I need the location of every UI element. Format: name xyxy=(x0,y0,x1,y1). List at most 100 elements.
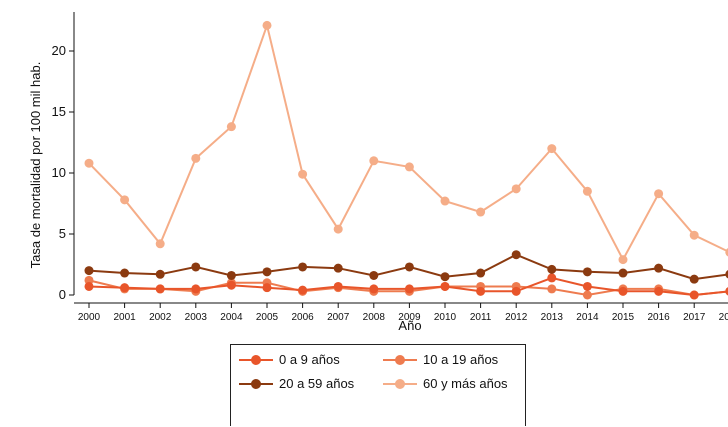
data-point xyxy=(262,267,272,277)
y-tick-label: 5 xyxy=(59,226,66,241)
data-point xyxy=(404,284,414,294)
x-tick-label: 2005 xyxy=(256,312,279,323)
x-tick-label: 2010 xyxy=(434,312,457,323)
data-point xyxy=(440,281,450,291)
data-point xyxy=(654,286,664,296)
x-tick-label: 2017 xyxy=(683,312,706,323)
data-point xyxy=(155,239,165,249)
data-point xyxy=(476,207,486,217)
data-point xyxy=(440,196,450,206)
data-point xyxy=(191,284,201,294)
data-point xyxy=(689,274,699,284)
series-line xyxy=(88,21,728,262)
data-point xyxy=(191,153,201,163)
y-axis: 0 5 10 15 20 xyxy=(52,12,75,302)
data-point xyxy=(191,262,201,272)
data-point xyxy=(547,284,557,294)
data-point xyxy=(547,144,557,154)
data-point xyxy=(333,281,343,291)
data-point xyxy=(654,189,664,199)
x-tick-label: 2008 xyxy=(363,312,386,323)
x-tick-label: 2003 xyxy=(185,312,208,323)
data-point xyxy=(262,283,272,293)
x-tick-label: 2007 xyxy=(327,312,350,323)
x-tick-label: 2015 xyxy=(612,312,635,323)
data-point xyxy=(476,286,486,296)
data-point xyxy=(582,281,592,291)
x-tick-label: 2002 xyxy=(149,312,172,323)
data-point xyxy=(654,263,664,273)
data-point xyxy=(582,267,592,277)
data-point xyxy=(120,268,130,278)
y-axis-title: Tasa de mortalidad por 100 mil hab. xyxy=(28,62,43,269)
data-point xyxy=(511,184,521,194)
data-point xyxy=(84,281,94,291)
legend-item: 10 a 19 años xyxy=(383,352,498,367)
data-point xyxy=(725,270,728,279)
legend-label: 0 a 9 años xyxy=(279,352,340,367)
x-tick-label: 2018 xyxy=(719,312,728,323)
data-point xyxy=(582,186,592,196)
legend-label: 60 y más años xyxy=(423,376,508,391)
y-tick-label: 10 xyxy=(52,165,66,180)
data-point xyxy=(298,285,308,295)
x-tick-label: 2006 xyxy=(291,312,314,323)
data-point xyxy=(404,162,414,172)
y-tick-label: 20 xyxy=(52,43,66,58)
data-point xyxy=(404,262,414,272)
data-point xyxy=(476,268,486,278)
y-tick-label: 15 xyxy=(52,104,66,119)
data-point xyxy=(226,280,236,290)
data-point xyxy=(333,263,343,273)
data-point xyxy=(689,290,699,300)
data-point xyxy=(84,266,94,276)
data-point xyxy=(120,283,130,293)
data-point xyxy=(84,158,94,168)
legend-label: 10 a 19 años xyxy=(423,352,499,367)
data-point xyxy=(262,20,272,30)
y-tick-label: 0 xyxy=(59,287,66,302)
data-point xyxy=(226,122,236,132)
data-point xyxy=(725,287,728,296)
data-point xyxy=(689,230,699,240)
data-point xyxy=(725,248,728,257)
data-point xyxy=(120,195,130,205)
legend-label: 20 a 59 años xyxy=(279,376,355,391)
data-point xyxy=(582,290,592,300)
plot-area xyxy=(84,20,728,300)
x-tick-label: 2012 xyxy=(505,312,528,323)
data-point xyxy=(226,270,236,280)
x-tick-label: 2013 xyxy=(541,312,564,323)
data-point xyxy=(298,262,308,272)
legend-line-icon xyxy=(239,354,273,365)
x-axis-title: Año xyxy=(398,318,421,333)
data-point xyxy=(618,268,628,278)
x-axis: 2000 2001 2002 2003 2004 2005 2006 2007 2008 2009… xyxy=(74,302,728,323)
x-tick-label: 2004 xyxy=(220,312,243,323)
data-point xyxy=(440,272,450,282)
x-tick-label: 2001 xyxy=(113,312,136,323)
data-point xyxy=(618,255,628,265)
legend-item: 0 a 9 años xyxy=(239,352,340,367)
legend: 0 a 9 años 10 a 19 años 20 a 59 años 60 … xyxy=(230,344,526,426)
data-point xyxy=(547,273,557,283)
x-tick-label: 2014 xyxy=(576,312,599,323)
data-point xyxy=(155,284,165,294)
data-point xyxy=(369,156,379,166)
data-point xyxy=(511,250,521,260)
data-point xyxy=(547,264,557,274)
legend-line-icon xyxy=(383,354,417,365)
data-point xyxy=(369,284,379,294)
legend-line-icon xyxy=(239,378,273,389)
legend-item: 60 y más años xyxy=(383,376,508,391)
data-point xyxy=(511,286,521,296)
legend-item: 20 a 59 años xyxy=(239,376,354,391)
data-point xyxy=(618,286,628,296)
x-tick-label: 2011 xyxy=(470,312,492,323)
data-point xyxy=(155,269,165,279)
x-tick-label: 2016 xyxy=(647,312,670,323)
data-point xyxy=(333,224,343,234)
x-tick-label: 2000 xyxy=(78,312,101,323)
x-tick-label: 2009 xyxy=(398,312,421,323)
data-point xyxy=(298,169,308,179)
